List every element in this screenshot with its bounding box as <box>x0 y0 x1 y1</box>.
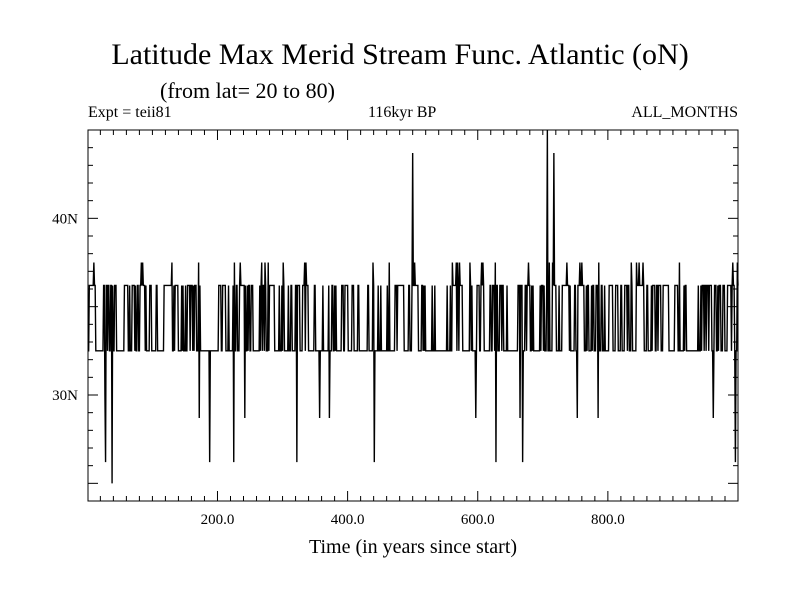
y-tick-label: 30N <box>52 388 78 404</box>
series-line <box>87 129 739 484</box>
experiment-label: Expt = teii81 <box>88 104 172 121</box>
plot-frame <box>87 129 739 502</box>
axis-ticks <box>88 129 738 502</box>
chart-subtitle: (from lat= 20 to 80) <box>160 78 335 103</box>
x-axis-label: Time (in years since start) <box>309 536 517 558</box>
x-tick-label: 800.0 <box>591 512 625 528</box>
tick-labels: 200.0 400.0 600.0 800.0 30N 40N <box>52 211 625 528</box>
x-tick-label: 200.0 <box>201 512 235 528</box>
y-tick-label: 40N <box>52 211 78 227</box>
period-label: 116kyr BP <box>368 104 437 121</box>
series-group <box>87 129 739 484</box>
months-label: ALL_MONTHS <box>631 104 738 121</box>
x-tick-label: 600.0 <box>461 512 495 528</box>
chart-title: Latitude Max Merid Stream Func. Atlantic… <box>111 38 689 71</box>
x-tick-label: 400.0 <box>331 512 365 528</box>
